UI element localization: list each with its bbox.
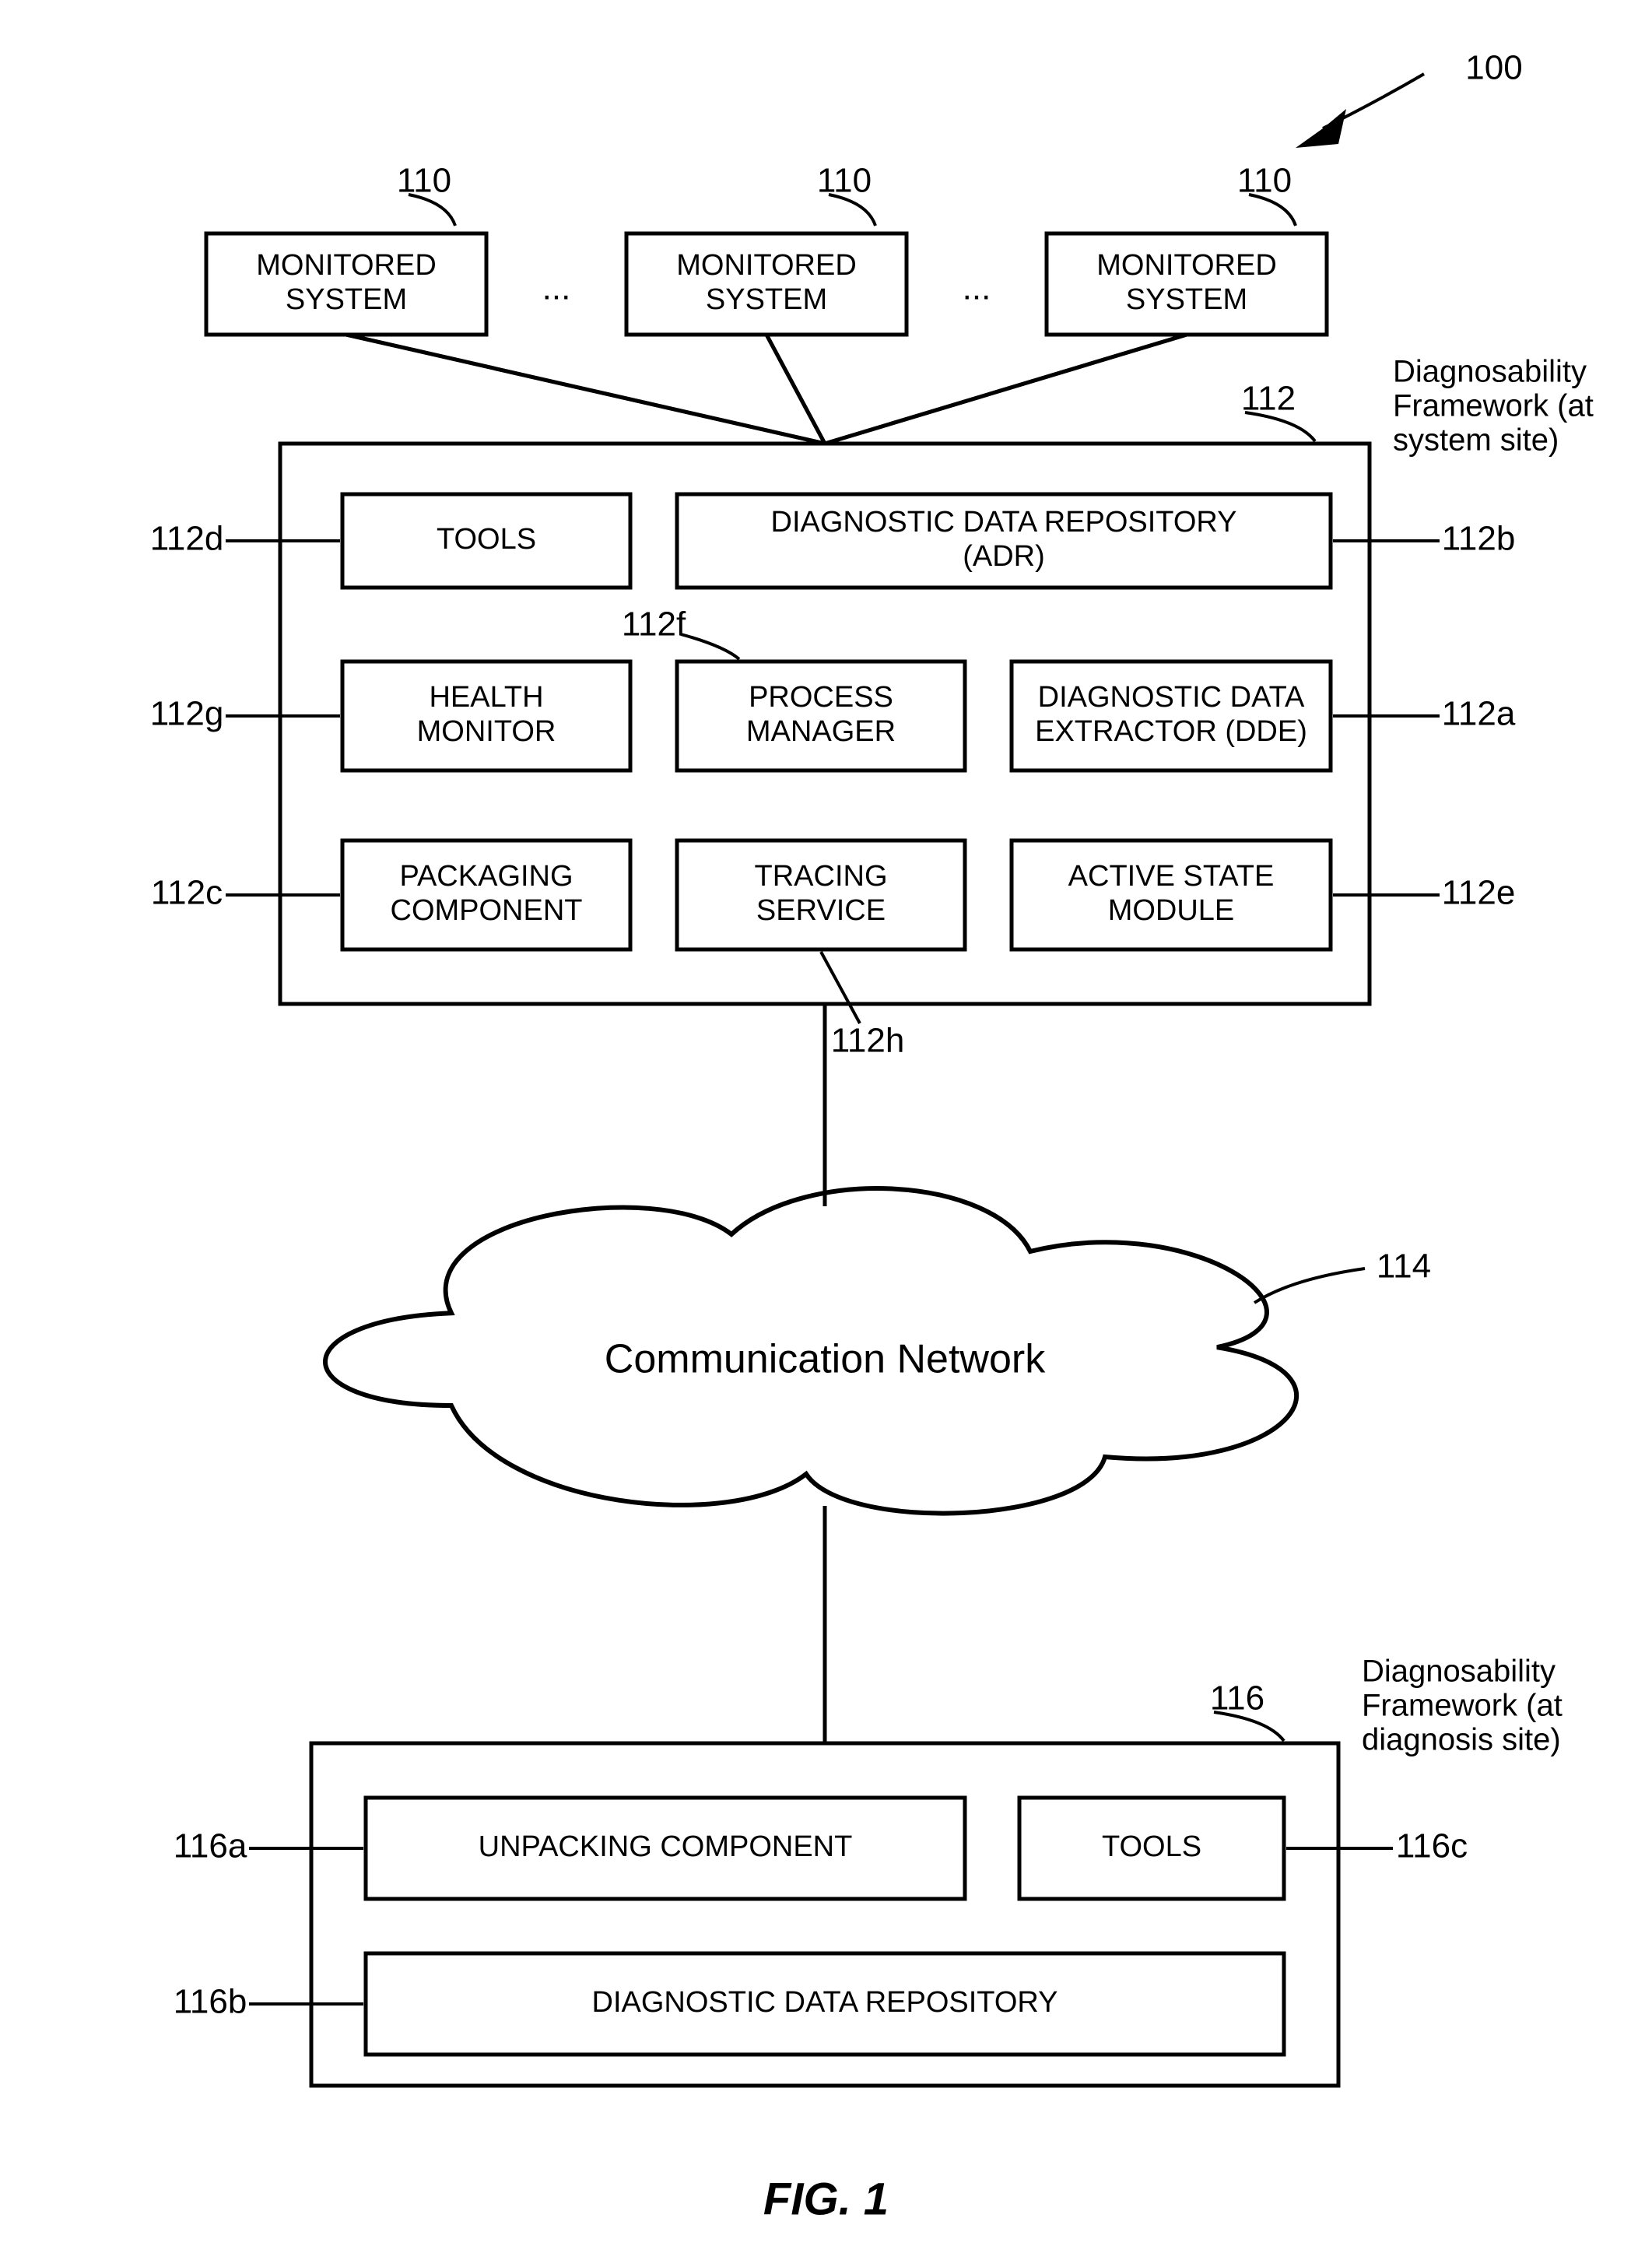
svg-text:PACKAGING: PACKAGING xyxy=(399,860,573,893)
svg-text:112g: 112g xyxy=(150,695,224,733)
svg-text:SERVICE: SERVICE xyxy=(756,894,886,927)
svg-text:DIAGNOSTIC DATA REPOSITORY: DIAGNOSTIC DATA REPOSITORY xyxy=(592,1986,1058,2019)
svg-text:112b: 112b xyxy=(1442,520,1516,558)
svg-text:116c: 116c xyxy=(1396,1827,1468,1865)
svg-text:MODULE: MODULE xyxy=(1108,894,1235,927)
svg-text:Framework (at: Framework (at xyxy=(1393,389,1594,423)
svg-text:MONITORED: MONITORED xyxy=(676,249,857,282)
svg-text:116a: 116a xyxy=(174,1827,247,1865)
svg-text:TRACING: TRACING xyxy=(755,860,888,893)
svg-text:FIG. 1: FIG. 1 xyxy=(763,2174,889,2224)
svg-text:COMPONENT: COMPONENT xyxy=(391,894,583,927)
svg-text:112d: 112d xyxy=(150,520,224,558)
svg-text:112h: 112h xyxy=(831,1022,905,1060)
svg-text:Diagnosability: Diagnosability xyxy=(1393,355,1587,389)
svg-text:TOOLS: TOOLS xyxy=(1102,1830,1201,1863)
svg-text:Framework (at: Framework (at xyxy=(1362,1689,1563,1723)
svg-text:PROCESS: PROCESS xyxy=(749,681,893,714)
svg-text:MONITOR: MONITOR xyxy=(417,715,556,748)
svg-text:112a: 112a xyxy=(1442,695,1516,733)
svg-text:...: ... xyxy=(963,269,991,307)
svg-text:110: 110 xyxy=(1237,162,1292,200)
svg-text:110: 110 xyxy=(817,162,872,200)
svg-text:SYSTEM: SYSTEM xyxy=(286,283,407,316)
svg-text:MONITORED: MONITORED xyxy=(1096,249,1277,282)
svg-text:SYSTEM: SYSTEM xyxy=(706,283,827,316)
svg-text:HEALTH: HEALTH xyxy=(429,681,543,714)
svg-text:110: 110 xyxy=(397,162,451,200)
svg-text:Communication Network: Communication Network xyxy=(605,1337,1046,1382)
svg-text:116b: 116b xyxy=(174,1983,247,2021)
svg-text:112f: 112f xyxy=(622,605,686,644)
svg-text:TOOLS: TOOLS xyxy=(437,523,536,556)
svg-text:EXTRACTOR (DDE): EXTRACTOR (DDE) xyxy=(1035,715,1307,748)
svg-text:112e: 112e xyxy=(1442,874,1516,912)
svg-text:MONITORED: MONITORED xyxy=(256,249,437,282)
svg-text:...: ... xyxy=(542,269,571,307)
svg-text:MANAGER: MANAGER xyxy=(746,715,896,748)
diagnosability-diagram: 100MONITOREDSYSTEM110MONITOREDSYSTEM110M… xyxy=(0,0,1652,2267)
svg-text:DIAGNOSTIC DATA REPOSITORY: DIAGNOSTIC DATA REPOSITORY xyxy=(771,506,1237,539)
svg-text:DIAGNOSTIC DATA: DIAGNOSTIC DATA xyxy=(1038,681,1305,714)
svg-text:UNPACKING COMPONENT: UNPACKING COMPONENT xyxy=(479,1830,853,1863)
svg-text:SYSTEM: SYSTEM xyxy=(1126,283,1247,316)
svg-text:112c: 112c xyxy=(151,874,223,912)
svg-text:114: 114 xyxy=(1377,1248,1431,1286)
svg-text:Diagnosability: Diagnosability xyxy=(1362,1655,1556,1689)
svg-text:ACTIVE STATE: ACTIVE STATE xyxy=(1068,860,1275,893)
svg-text:(ADR): (ADR) xyxy=(963,540,1045,573)
svg-text:diagnosis site): diagnosis site) xyxy=(1362,1723,1561,1757)
svg-text:system site): system site) xyxy=(1393,423,1559,458)
svg-text:100: 100 xyxy=(1465,49,1522,87)
